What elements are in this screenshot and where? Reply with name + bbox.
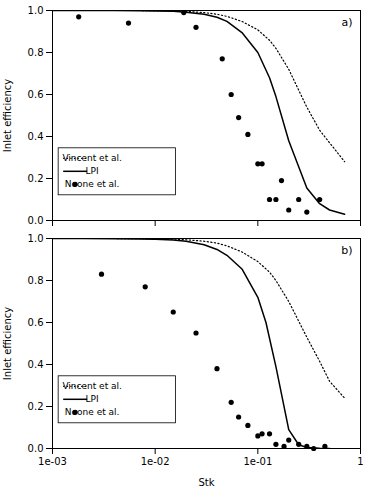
svg-text:a): a) bbox=[341, 16, 352, 29]
svg-text:Inlet efficiency: Inlet efficiency bbox=[2, 79, 13, 152]
svg-text:1e-03: 1e-03 bbox=[38, 456, 67, 467]
svg-text:LPI: LPI bbox=[86, 166, 99, 176]
svg-text:b): b) bbox=[341, 244, 352, 257]
svg-text:0.4: 0.4 bbox=[28, 131, 44, 142]
svg-text:Vincent et al.: Vincent et al. bbox=[62, 381, 122, 391]
svg-text:Noone et al.: Noone et al. bbox=[65, 407, 120, 417]
svg-text:1.0: 1.0 bbox=[28, 5, 44, 16]
svg-text:0.6: 0.6 bbox=[28, 317, 44, 328]
svg-text:0.4: 0.4 bbox=[28, 359, 44, 370]
svg-text:Noone et al.: Noone et al. bbox=[65, 179, 120, 189]
svg-text:1e-02: 1e-02 bbox=[141, 456, 170, 467]
svg-text:Inlet efficiency: Inlet efficiency bbox=[2, 307, 13, 380]
svg-text:0.0: 0.0 bbox=[28, 215, 44, 226]
svg-text:1e-01: 1e-01 bbox=[243, 456, 272, 467]
svg-text:0.2: 0.2 bbox=[28, 173, 44, 184]
svg-text:0.6: 0.6 bbox=[28, 89, 44, 100]
svg-text:0.0: 0.0 bbox=[28, 443, 44, 454]
svg-text:0.8: 0.8 bbox=[28, 47, 44, 58]
svg-text:Stk: Stk bbox=[198, 477, 214, 488]
svg-text:1: 1 bbox=[357, 456, 363, 467]
svg-text:0.2: 0.2 bbox=[28, 401, 44, 412]
svg-text:Vincent et al.: Vincent et al. bbox=[62, 153, 122, 163]
svg-text:LPI: LPI bbox=[86, 394, 99, 404]
svg-text:1.0: 1.0 bbox=[28, 233, 44, 244]
svg-text:0.8: 0.8 bbox=[28, 275, 44, 286]
